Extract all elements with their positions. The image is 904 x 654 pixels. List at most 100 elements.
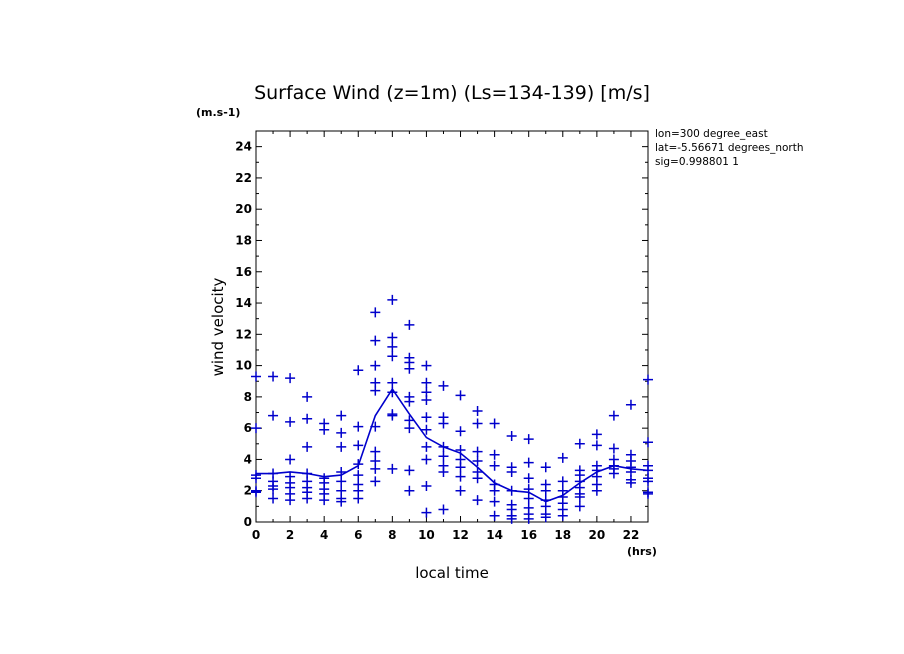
data-point — [370, 446, 381, 457]
data-point — [404, 396, 415, 407]
data-point — [523, 513, 534, 524]
data-point — [353, 493, 364, 504]
data-point — [404, 319, 415, 330]
data-point — [455, 445, 466, 456]
y-tick-label: 16 — [235, 265, 252, 279]
data-point — [336, 476, 347, 487]
data-point — [625, 477, 636, 488]
data-point — [387, 332, 398, 343]
data-point — [353, 421, 364, 432]
data-point — [557, 510, 568, 521]
y-tick-label: 22 — [235, 171, 252, 185]
data-point — [438, 418, 449, 429]
data-point — [523, 434, 534, 445]
data-point — [557, 452, 568, 463]
data-point — [251, 423, 261, 434]
data-point — [404, 465, 415, 476]
data-point — [489, 418, 500, 429]
x-tick-label: 0 — [252, 528, 260, 542]
data-point — [489, 510, 500, 521]
data-point — [421, 507, 432, 518]
x-tick-label: 6 — [354, 528, 362, 542]
data-point — [472, 495, 483, 506]
data-point — [455, 390, 466, 401]
data-point — [557, 476, 568, 487]
x-axis-label: local time — [415, 564, 489, 582]
data-point — [489, 485, 500, 496]
data-point — [370, 421, 381, 432]
x-tick-label: 12 — [452, 528, 469, 542]
data-point — [370, 476, 381, 487]
data-point — [370, 335, 381, 346]
data-point — [472, 405, 483, 416]
data-point — [268, 493, 279, 504]
data-point — [336, 410, 347, 421]
data-point — [574, 491, 585, 502]
data-point — [574, 438, 585, 449]
y-tick-label: 24 — [235, 140, 252, 154]
info-line-lat: lat=-5.56671 degrees_north — [655, 142, 804, 154]
data-point — [251, 371, 261, 382]
x-tick-label: 8 — [388, 528, 396, 542]
data-point — [506, 485, 517, 496]
data-point — [506, 430, 517, 441]
data-point — [438, 441, 449, 452]
data-point — [489, 449, 500, 460]
data-point — [353, 365, 364, 376]
data-point — [421, 377, 432, 388]
data-point — [285, 416, 296, 427]
y-tick-label: 18 — [235, 233, 252, 247]
data-point — [404, 363, 415, 374]
y-tick-label: 4 — [244, 452, 252, 466]
data-points — [251, 294, 653, 524]
data-point — [625, 399, 636, 410]
x-unit-label: (hrs) — [627, 545, 657, 558]
data-point — [455, 462, 466, 473]
data-point — [643, 476, 653, 487]
x-tick-label: 2 — [286, 528, 294, 542]
data-point — [523, 457, 534, 468]
y-axis-label: wind velocity — [209, 277, 227, 376]
data-point — [421, 424, 432, 435]
data-point — [438, 380, 449, 391]
plot-frame — [255, 130, 649, 523]
data-point — [404, 423, 415, 434]
data-point — [421, 454, 432, 465]
data-point — [336, 427, 347, 438]
data-point — [489, 460, 500, 471]
x-tick-label: 20 — [589, 528, 606, 542]
data-point — [591, 440, 602, 451]
data-point — [540, 512, 551, 523]
data-point — [268, 484, 279, 495]
data-point — [319, 495, 330, 506]
y-tick-label: 2 — [244, 484, 252, 498]
data-point — [523, 473, 534, 484]
data-point — [370, 463, 381, 474]
data-point — [574, 501, 585, 512]
x-tick-label: 4 — [320, 528, 328, 542]
data-point — [319, 424, 330, 435]
data-point — [387, 341, 398, 352]
data-point — [506, 513, 517, 524]
data-point — [643, 488, 653, 499]
data-point — [285, 454, 296, 465]
x-tick-label: 14 — [486, 528, 503, 542]
x-tick-label: 18 — [554, 528, 571, 542]
data-point — [438, 451, 449, 462]
data-point — [591, 429, 602, 440]
x-tick-label: 22 — [623, 528, 640, 542]
data-point — [387, 377, 398, 388]
data-point — [608, 468, 619, 479]
x-tick-label: 16 — [520, 528, 537, 542]
mean-line — [256, 387, 649, 503]
data-point — [591, 485, 602, 496]
data-point — [523, 484, 534, 495]
data-point — [285, 495, 296, 506]
y-unit-label: (m.s-1) — [196, 106, 240, 119]
data-point — [302, 441, 313, 452]
data-point — [302, 413, 313, 424]
data-point — [421, 481, 432, 492]
data-point — [302, 493, 313, 504]
y-tick-label: 0 — [244, 515, 252, 529]
